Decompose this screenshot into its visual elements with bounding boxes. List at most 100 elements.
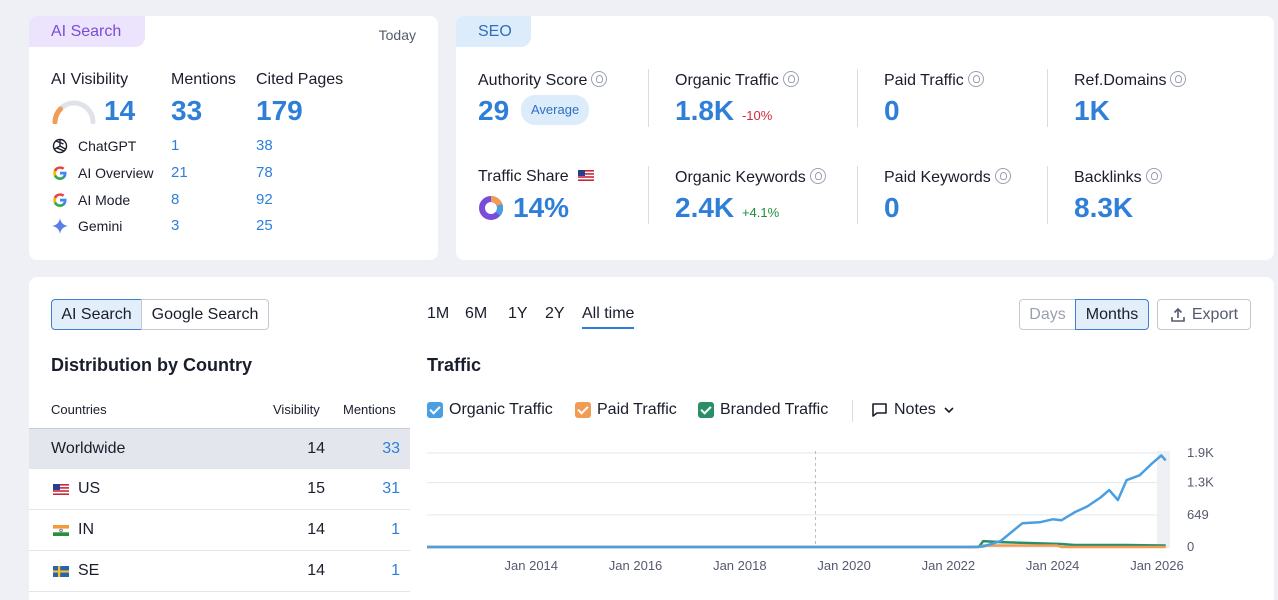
- ai-search-toggle[interactable]: AI Search: [51, 299, 142, 330]
- ai-visibility-header: AI Visibility: [51, 71, 129, 88]
- visibility-header[interactable]: Visibility: [273, 402, 320, 417]
- y-tick-label: 1.3K: [1187, 475, 1214, 490]
- cited-pages-total[interactable]: 179: [256, 95, 303, 126]
- range-1m[interactable]: 1M: [427, 305, 450, 322]
- x-tick-label: Jan 2014: [505, 558, 559, 573]
- organic-keywords-label: Organic Keywords: [675, 168, 826, 187]
- mentions-header: Mentions: [171, 71, 236, 88]
- months-toggle[interactable]: Months: [1075, 299, 1149, 330]
- mentions-total[interactable]: 33: [171, 95, 203, 126]
- legend-paid-label: Paid Traffic: [597, 401, 677, 418]
- y-tick-label: 1.9K: [1187, 445, 1214, 460]
- notes-dropdown[interactable]: Notes: [871, 401, 955, 419]
- info-icon[interactable]: [591, 71, 608, 87]
- distribution-title: Distribution by Country: [51, 355, 252, 375]
- legend-paid[interactable]: Paid Traffic: [575, 401, 677, 419]
- incomplete-period: [1156, 451, 1170, 547]
- divider: [857, 166, 858, 224]
- ref-domains-label: Ref.Domains: [1074, 71, 1187, 90]
- range-6m[interactable]: 6M: [465, 305, 488, 322]
- row-label-chatgpt: ChatGPT: [78, 138, 137, 154]
- info-icon[interactable]: [809, 168, 826, 184]
- days-toggle[interactable]: Days: [1019, 299, 1076, 330]
- google-icon: [51, 191, 69, 209]
- country-name: IN: [78, 521, 94, 538]
- country-mentions[interactable]: 1: [391, 521, 400, 538]
- backlinks-label: Backlinks: [1074, 168, 1162, 187]
- country-mentions[interactable]: 1: [391, 562, 400, 579]
- ai-visibility-value[interactable]: 14: [104, 95, 136, 126]
- notes-icon: [872, 403, 887, 417]
- traffic-panel: AI Search Google Search Distribution by …: [29, 277, 1274, 600]
- us-flag-icon: [53, 484, 69, 495]
- seo-tag: SEO: [456, 16, 531, 47]
- country-name: Worldwide: [51, 440, 126, 457]
- organic-checkbox[interactable]: [427, 402, 443, 418]
- x-tick-label: Jan 2024: [1026, 558, 1080, 573]
- organic-traffic-value[interactable]: 1.8K -10%: [675, 95, 773, 126]
- traffic-chart[interactable]: 1.9K 1.3K 649 0 Jan 2014 Jan 2016 Jan 2018 Jan …: [29, 277, 1274, 600]
- organic-keywords-delta: +4.1%: [741, 205, 780, 220]
- info-icon[interactable]: [1145, 168, 1162, 184]
- row-mentions-ai-mode[interactable]: 8: [171, 191, 180, 208]
- paid-traffic-label: Paid Traffic: [884, 71, 984, 90]
- export-button[interactable]: Export: [1157, 299, 1251, 330]
- mentions-header[interactable]: Mentions: [343, 402, 396, 417]
- paid-keywords-value[interactable]: 0: [884, 192, 900, 223]
- export-label: Export: [1191, 306, 1239, 323]
- organic-keywords-value[interactable]: 2.4K +4.1%: [675, 192, 780, 223]
- row-cited-chatgpt[interactable]: 38: [256, 137, 273, 154]
- range-1y[interactable]: 1Y: [508, 305, 528, 322]
- x-tick-label: Jan 2016: [609, 558, 663, 573]
- branded-checkbox[interactable]: [698, 402, 714, 418]
- range-all-time[interactable]: All time: [582, 305, 635, 329]
- series-organic-traffic: [427, 454, 1167, 549]
- legend-organic[interactable]: Organic Traffic: [427, 401, 553, 419]
- row-cited-ai-overview[interactable]: 78: [256, 164, 273, 181]
- table-row[interactable]: IN 14 1: [29, 510, 410, 551]
- row-cited-gemini[interactable]: 25: [256, 217, 273, 234]
- info-icon[interactable]: [1170, 71, 1187, 87]
- row-mentions-ai-overview[interactable]: 21: [171, 164, 188, 181]
- table-row[interactable]: Worldwide 14 33: [29, 428, 410, 469]
- row-cited-ai-mode[interactable]: 92: [256, 191, 273, 208]
- gemini-icon: [51, 217, 69, 235]
- country-mentions[interactable]: 31: [382, 480, 400, 497]
- india-flag-icon: [53, 525, 69, 536]
- chatgpt-icon: [51, 137, 69, 155]
- table-row[interactable]: SE 14 1: [29, 551, 410, 592]
- info-icon[interactable]: [994, 168, 1011, 184]
- range-2y[interactable]: 2Y: [545, 305, 565, 322]
- us-flag-icon: [578, 170, 595, 181]
- legend-branded[interactable]: Branded Traffic: [698, 401, 828, 419]
- divider: [857, 69, 858, 127]
- table-row[interactable]: US 15 31: [29, 469, 410, 510]
- x-tick-label: Jan 2026: [1130, 558, 1184, 573]
- ref-domains-value[interactable]: 1K: [1074, 95, 1110, 126]
- paid-traffic-value[interactable]: 0: [884, 95, 900, 126]
- paid-checkbox[interactable]: [575, 402, 591, 418]
- ai-search-card: AI Search Today AI Visibility Mentions C…: [29, 16, 438, 260]
- country-visibility: 15: [307, 480, 325, 497]
- x-tick-label: Jan 2020: [817, 558, 871, 573]
- row-mentions-gemini[interactable]: 3: [171, 217, 180, 234]
- info-icon[interactable]: [967, 71, 984, 87]
- divider: [648, 166, 649, 224]
- traffic-share-label: Traffic Share: [478, 168, 595, 186]
- country-mentions[interactable]: 33: [382, 440, 400, 457]
- y-tick-label: 649: [1187, 507, 1209, 522]
- row-label-gemini: Gemini: [78, 218, 123, 234]
- divider: [1047, 69, 1048, 127]
- seo-card: SEO Authority Score 29 Average Organic T…: [456, 16, 1274, 260]
- traffic-share-value[interactable]: 14%: [513, 192, 570, 223]
- authority-score-label: Authority Score: [478, 71, 608, 90]
- country-name: US: [78, 480, 101, 497]
- row-mentions-chatgpt[interactable]: 1: [171, 137, 180, 154]
- notes-label: Notes: [894, 401, 936, 418]
- backlinks-value[interactable]: 8.3K: [1074, 192, 1134, 223]
- info-icon[interactable]: [782, 71, 799, 87]
- google-search-toggle[interactable]: Google Search: [141, 299, 269, 330]
- row-label-ai-mode: AI Mode: [78, 192, 131, 208]
- sweden-flag-icon: [53, 566, 69, 577]
- divider: [1047, 166, 1048, 224]
